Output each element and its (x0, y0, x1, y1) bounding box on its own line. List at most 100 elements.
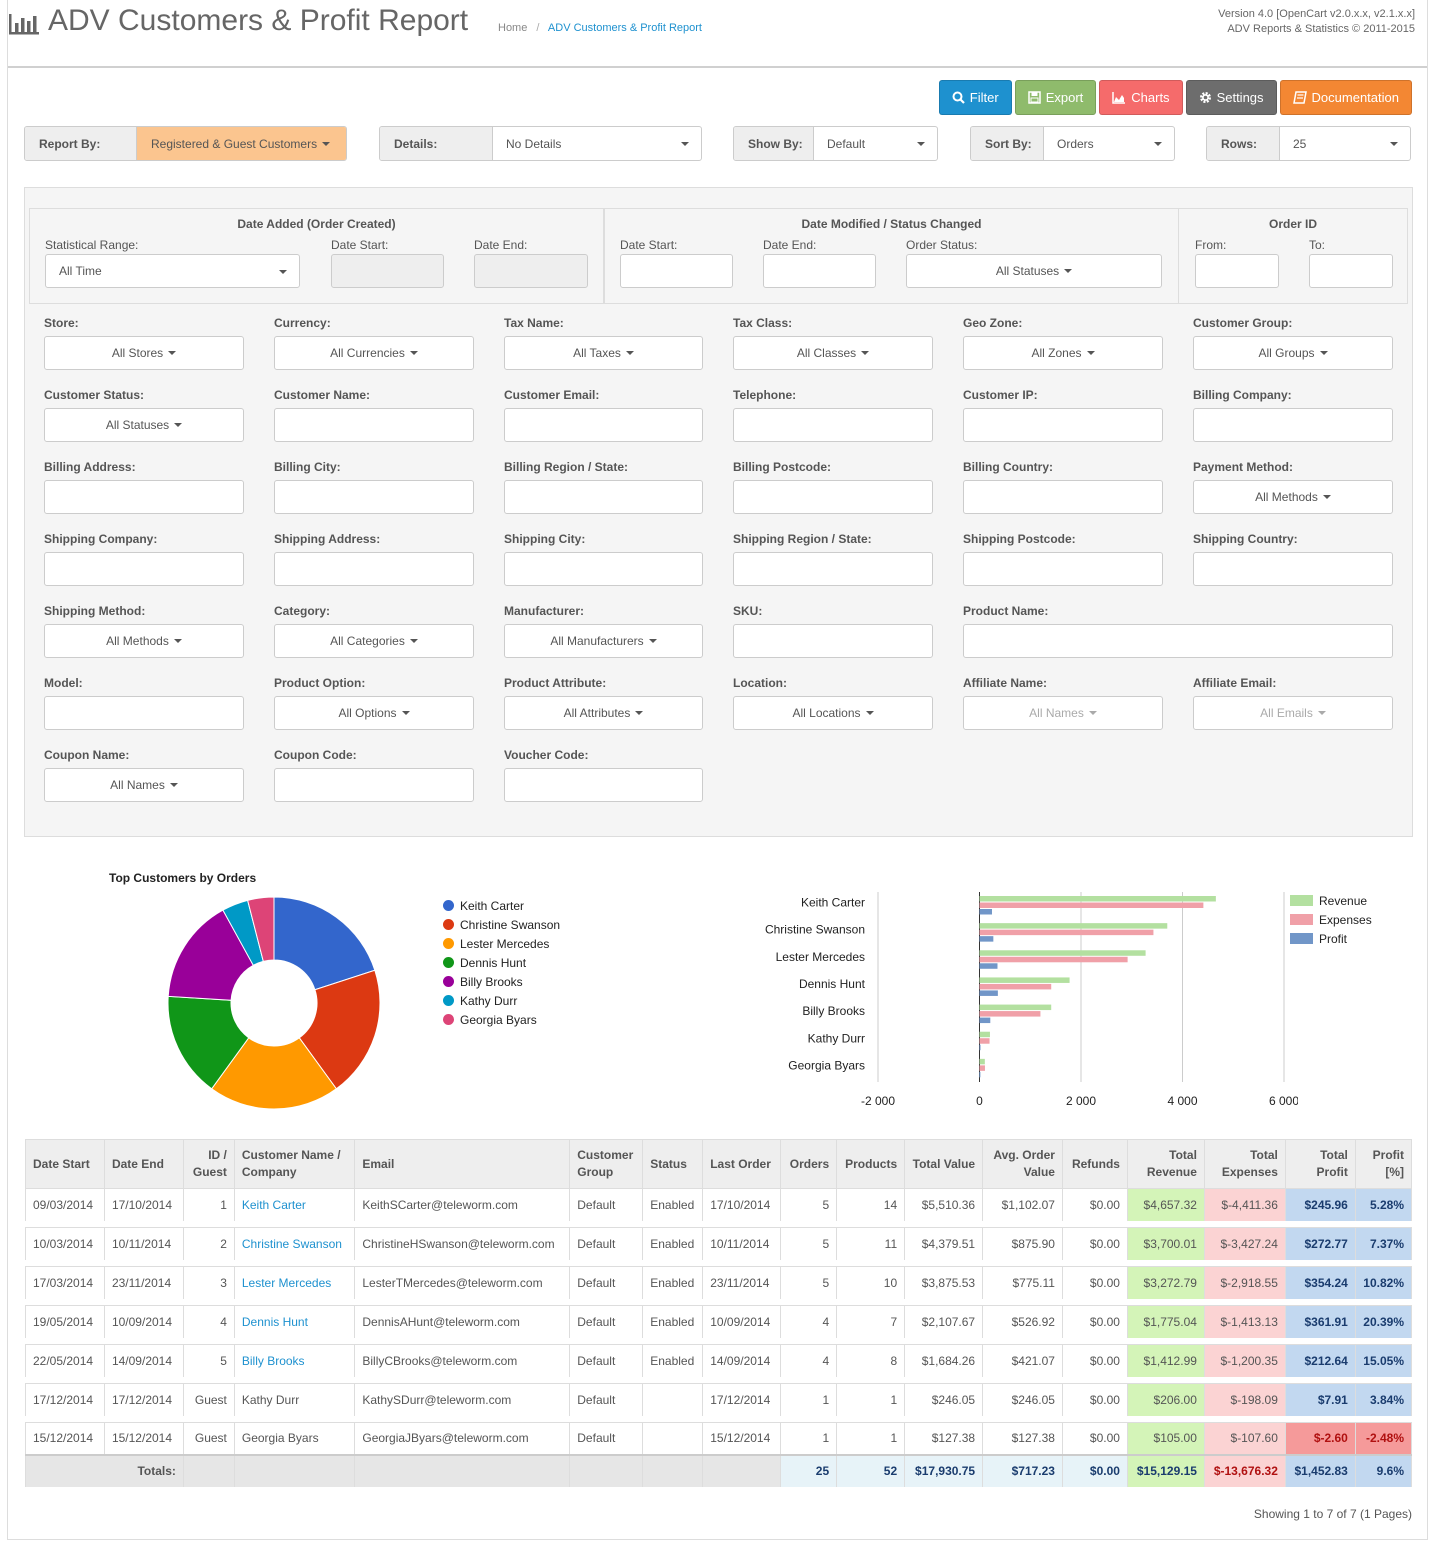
col-last-order[interactable]: Last Order (702, 1139, 782, 1189)
model-input[interactable] (44, 696, 244, 730)
report-by-select[interactable]: Registered & Guest Customers (137, 127, 346, 160)
shipping-address-input[interactable] (274, 552, 474, 586)
settings-button[interactable]: Settings (1185, 80, 1277, 115)
product-attribute-select[interactable]: All Attributes (504, 696, 703, 730)
bar-profit-georgia-byars[interactable] (979, 1071, 981, 1078)
billing-country-input[interactable] (963, 480, 1163, 514)
shipping-company-input[interactable] (44, 552, 244, 586)
billing-region-input[interactable] (504, 480, 703, 514)
export-button[interactable]: Export (1014, 80, 1097, 115)
col-customer-group[interactable]: Customer Group (569, 1139, 644, 1189)
customer-link[interactable]: Christine Swanson (241, 1236, 342, 1251)
coupon-code-input[interactable] (274, 768, 474, 802)
customer-group-select[interactable]: All Groups (1193, 336, 1393, 370)
pie-slice-keith-carter[interactable] (273, 896, 376, 991)
bar-revenue-georgia-byars[interactable] (979, 1058, 985, 1065)
shipping-country-input[interactable] (1193, 552, 1393, 586)
bar-profit-dennis-hunt[interactable] (979, 990, 998, 996)
col-orders[interactable]: Orders (780, 1139, 838, 1189)
bar-revenue-lester-mercedes[interactable] (979, 950, 1146, 956)
stat-range-select[interactable]: All Time (45, 254, 300, 288)
product-name-input[interactable] (963, 624, 1393, 658)
col-date-start[interactable]: Date Start (25, 1139, 105, 1189)
legend-item[interactable]: Revenue (1290, 891, 1372, 910)
legend-item[interactable]: Profit (1290, 929, 1372, 948)
bar-expenses-georgia-byars[interactable] (979, 1065, 985, 1071)
shipping-city-input[interactable] (504, 552, 703, 586)
charts-button[interactable]: Charts (1099, 80, 1183, 115)
filter-button[interactable]: Filter (938, 80, 1012, 115)
affiliate-name-select[interactable]: All Names (963, 696, 1163, 730)
legend-item[interactable]: Keith Carter (443, 896, 560, 915)
pie-slice-billy-brooks[interactable] (167, 909, 254, 1001)
bar-revenue-dennis-hunt[interactable] (979, 977, 1070, 983)
rows-select[interactable]: 25 (1280, 127, 1410, 160)
modified-date-start-input[interactable] (620, 254, 733, 288)
legend-item[interactable]: Dennis Hunt (443, 953, 560, 972)
order-id-to-input[interactable] (1309, 254, 1393, 288)
customer-email-input[interactable] (504, 408, 703, 442)
legend-item[interactable]: Billy Brooks (443, 972, 560, 991)
legend-item[interactable]: Expenses (1290, 910, 1372, 929)
product-option-select[interactable]: All Options (274, 696, 474, 730)
bar-expenses-billy-brooks[interactable] (979, 1011, 1041, 1017)
bar-profit-lester-mercedes[interactable] (979, 963, 998, 969)
order-status-select[interactable]: All Statuses (906, 254, 1162, 288)
legend-item[interactable]: Christine Swanson (443, 915, 560, 934)
order-id-from-input[interactable] (1195, 254, 1279, 288)
customer-link[interactable]: Lester Mercedes (241, 1275, 332, 1290)
col-customer-name[interactable]: Customer Name / Company (233, 1139, 356, 1189)
pie-slice-georgia-byars[interactable] (247, 896, 275, 962)
pie-slice-dennis-hunt[interactable] (167, 995, 250, 1090)
store-select[interactable]: All Stores (44, 336, 244, 370)
bar-profit-keith-carter[interactable] (979, 909, 992, 915)
tax-name-select[interactable]: All Taxes (504, 336, 703, 370)
legend-item[interactable]: Kathy Durr (443, 991, 560, 1010)
bar-profit-kathy-durr[interactable] (979, 1044, 981, 1051)
col-profit-pct[interactable]: Profit [%] (1354, 1139, 1413, 1189)
show-by-select[interactable]: Default (814, 127, 937, 160)
date-end-input[interactable] (474, 254, 588, 288)
payment-method-select[interactable]: All Methods (1193, 480, 1393, 514)
billing-city-input[interactable] (274, 480, 474, 514)
bar-profit-christine-swanson[interactable] (979, 936, 994, 942)
col-total-expenses[interactable]: Total Expenses (1203, 1139, 1286, 1189)
billing-postcode-input[interactable] (733, 480, 933, 514)
col-refunds[interactable]: Refunds (1061, 1139, 1128, 1189)
col-avg-order-value[interactable]: Avg. Order Value (982, 1139, 1063, 1189)
bar-expenses-lester-mercedes[interactable] (979, 956, 1128, 963)
col-total-profit[interactable]: Total Profit (1284, 1139, 1356, 1189)
legend-item[interactable]: Georgia Byars (443, 1010, 560, 1029)
bar-revenue-keith-carter[interactable] (979, 896, 1216, 902)
telephone-input[interactable] (733, 408, 933, 442)
customer-link[interactable]: Billy Brooks (241, 1353, 305, 1368)
shipping-method-select[interactable]: All Methods (44, 624, 244, 658)
breadcrumb-home[interactable]: Home (498, 22, 528, 34)
col-products[interactable]: Products (836, 1139, 906, 1189)
modified-date-end-input[interactable] (763, 254, 876, 288)
voucher-code-input[interactable] (504, 768, 703, 802)
bar-expenses-dennis-hunt[interactable] (979, 983, 1052, 990)
date-start-input[interactable] (331, 254, 444, 288)
customer-link[interactable]: Keith Carter (241, 1197, 306, 1212)
bar-expenses-christine-swanson[interactable] (979, 929, 1154, 936)
affiliate-email-select[interactable]: All Emails (1193, 696, 1393, 730)
col-id-guest[interactable]: ID / Guest (182, 1139, 235, 1189)
customer-ip-input[interactable] (963, 408, 1163, 442)
col-date-end[interactable]: Date End (103, 1139, 184, 1189)
breadcrumb-current[interactable]: ADV Customers & Profit Report (547, 22, 702, 34)
col-email[interactable]: Email (354, 1139, 571, 1189)
pie-slice-lester-mercedes[interactable] (210, 1037, 338, 1110)
customer-name-input[interactable] (274, 408, 474, 442)
bar-profit-billy-brooks[interactable] (979, 1017, 991, 1024)
documentation-button[interactable]: Documentation (1279, 80, 1412, 115)
col-total-value[interactable]: Total Value (904, 1139, 984, 1189)
manufacturer-select[interactable]: All Manufacturers (504, 624, 703, 658)
sort-by-select[interactable]: Orders (1044, 127, 1174, 160)
billing-address-input[interactable] (44, 480, 244, 514)
location-select[interactable]: All Locations (733, 696, 933, 730)
bar-revenue-kathy-durr[interactable] (979, 1031, 990, 1038)
details-select[interactable]: No Details (493, 127, 701, 160)
customer-status-select[interactable]: All Statuses (44, 408, 244, 442)
billing-company-input[interactable] (1193, 408, 1393, 442)
